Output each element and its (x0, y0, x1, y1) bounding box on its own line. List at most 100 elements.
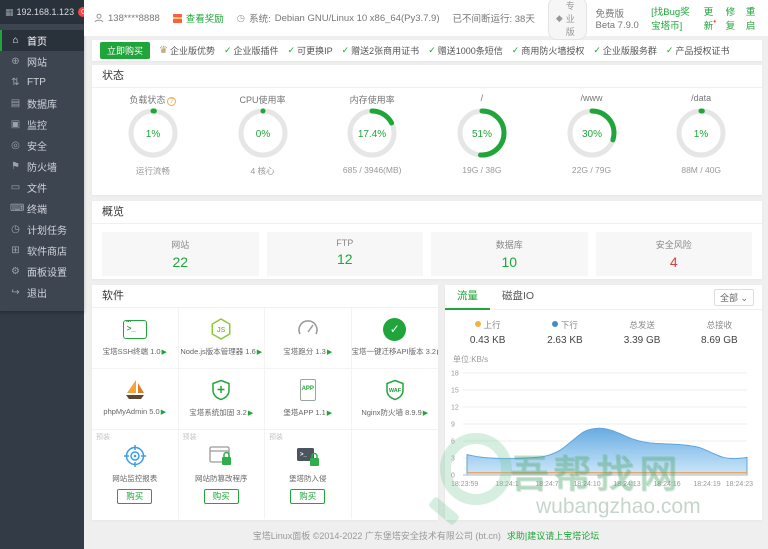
sidebar-item-appstore[interactable]: ⊞ 软件商店 (11, 245, 67, 258)
svg-text:0: 0 (451, 473, 455, 480)
app-ssh-terminal[interactable]: >_ 宝塔SSH终端 1.0▶ (92, 308, 179, 369)
app-migration[interactable]: ✓ 宝塔一键迁移API版本 3.2▶ (351, 308, 438, 369)
sidebar-header: ▦ 192.168.1.123 0 (0, 0, 89, 24)
interface-filter-select[interactable]: 全部 ⌄ (713, 288, 754, 306)
promo-feature: ✓ 可更换IP (287, 45, 333, 56)
nodejs-icon: JS (211, 318, 231, 340)
clock-icon: ◷ (11, 224, 20, 235)
promo-feature: ✓ 企业版插件 (224, 45, 279, 56)
stat-downstream: 下行 2.63 KB (547, 320, 583, 346)
enterprise-title: ♛ 企业版优势 (159, 45, 215, 56)
sidebar-item-monitor[interactable]: ▣ 监控 (10, 119, 47, 132)
promo-bar: 立即购买 ♛ 企业版优势 ✓ 企业版插件 ✓ 可更换IP ✓ 赠送2张商用证书 ✓ 赠送1… (92, 40, 762, 61)
shield-plus-icon (212, 379, 230, 401)
svg-text:3: 3 (451, 456, 455, 463)
running-indicator: ▶ (160, 409, 167, 416)
database-icon: ▤ (10, 98, 21, 109)
running-indicator: ▶ (161, 349, 167, 356)
reward-link[interactable]: 查看奖励 (172, 11, 224, 25)
svg-text:>_: >_ (300, 452, 308, 458)
sidebar: ▦ 192.168.1.123 0 ⌂首页 ⊕网站 ⇅FTP ▤数据库 ▣监控 … (0, 0, 89, 549)
monitor-icon: ▣ (10, 119, 21, 130)
logout-icon: ↪ (11, 287, 20, 298)
sidebar-item-database[interactable]: ▤ 数据库 (10, 98, 57, 111)
svg-text:18:24:10: 18:24:10 (573, 481, 600, 488)
sidebar-menu: ⌂ 首页 ⊕ 网站 ⇅ FTP ▤ 数据库 ▣ 监控 ◎ 安全 ⚑ 防火墙 ▭ 文件 ⌨ 终端 ◷… (0, 24, 84, 311)
overview-card: 概览 网站 22 FTP 12 数据库 10 安全风险 4 (92, 201, 762, 279)
gauge-load: 负载状态? 1% 运行流畅 (98, 93, 208, 177)
svg-text:1%: 1% (694, 129, 709, 140)
traffic-chart: 0 3 6 9 12 15 18 18:23:59 18:24:1 18:24:7 18:24:10… (451, 371, 753, 489)
sidebar-item-firewall[interactable]: ⚑ 防火墙 (11, 161, 57, 174)
sidebar-item-logout[interactable]: ↪ 退出 (11, 287, 47, 300)
gauge-disk-data: /data 1% 88M / 40G (646, 93, 756, 177)
downstream-dot (551, 321, 558, 327)
diamond-icon: ◆ (555, 12, 563, 23)
buy-now-button[interactable]: 立即购买 (100, 42, 151, 59)
app-system-hardening[interactable]: 宝塔系统加固 3.2▶ (178, 369, 265, 430)
sidebar-item-cron[interactable]: ◷ 计划任务 (11, 224, 67, 237)
sidebar-item-files[interactable]: ▭ 文件 (10, 182, 47, 195)
svg-text:17.4%: 17.4% (358, 129, 386, 140)
sidebar-item-settings[interactable]: ⚙ 面板设置 (11, 266, 67, 279)
promo-feature: ✓ 商用防火墙授权 (511, 45, 585, 56)
sidebar-item-ftp[interactable]: ⇅ FTP (11, 77, 46, 88)
tab-traffic[interactable]: 流量 (445, 285, 490, 310)
app-site-monitor-report[interactable]: 预装 网站监控报表 购买 (92, 430, 179, 519)
empty-cell (352, 430, 439, 519)
waf-shield-icon: WAF (386, 379, 404, 401)
buy-button[interactable]: 购买 (203, 489, 239, 504)
restart-link[interactable]: 重启 (745, 7, 756, 32)
sidebar-item-security[interactable]: ◎ 安全 (11, 140, 47, 153)
overview-security-risk[interactable]: 安全风险 4 (595, 232, 752, 276)
bug-bounty-link[interactable]: [找Bug奖宝塔币] (651, 7, 690, 32)
sidebar-item-sites[interactable]: ⊕ 网站 (11, 56, 47, 69)
gear-icon: ⚙ (11, 266, 20, 277)
app-benchmark[interactable]: 宝塔跑分 1.3▶ (265, 308, 352, 369)
tab-diskio[interactable]: 磁盘IO (502, 289, 535, 302)
system-info: ◷ 系统: Debian GNU/Linux 10 x86_64(Py3.7.9… (236, 12, 440, 26)
home-icon: ⌂ (12, 35, 19, 46)
sidebar-item-home[interactable]: ⌂ 首页 (0, 30, 84, 51)
buy-button[interactable]: 购买 (117, 489, 153, 504)
running-indicator: ▶ (422, 410, 429, 417)
promo-feature: ✓ 产品授权证书 (665, 45, 730, 56)
pro-badge[interactable]: ◆ 专业版 (547, 0, 588, 40)
svg-text:18:24:13: 18:24:13 (613, 481, 640, 488)
repair-link[interactable]: 修复 (725, 7, 736, 32)
gauge-cpu: CPU使用率 0% 4 核心 (238, 95, 287, 176)
overview-sites[interactable]: 网站 22 (102, 232, 259, 276)
uptime-text: 已不间断运行: 38天 (452, 14, 535, 25)
window-lock-icon (209, 446, 232, 465)
app-phpmyadmin[interactable]: phpMyAdmin 5.0▶ (92, 369, 179, 430)
status-title: 状态 (92, 65, 762, 88)
forum-link[interactable]: 求助|建议请上宝塔论坛 (506, 531, 600, 541)
server-ip: 192.168.1.123 (16, 7, 75, 17)
overview-ftp[interactable]: FTP 12 (266, 232, 423, 276)
account-phone[interactable]: 138****8888 (94, 13, 160, 24)
app-nginx-waf[interactable]: WAF Nginx防火墙 8.9.9▶ (351, 369, 438, 430)
buy-button[interactable]: 购买 (290, 489, 326, 504)
check-icon: ✓ (428, 45, 436, 55)
app-nodejs[interactable]: JS Node.js版本管理器 1.6▶ (178, 308, 265, 369)
stat-upstream: 上行 0.43 KB (469, 320, 506, 346)
app-intrusion-prevention[interactable]: 预装 >_ 堡塔防入侵 购买 (265, 430, 352, 519)
software-card: 软件 >_ 宝塔SSH终端 1.0▶ JS Node.js版本管理器 1.6▶ … (92, 285, 438, 520)
svg-text:18: 18 (451, 371, 459, 378)
update-link[interactable]: 更新• (703, 7, 717, 32)
app-tamper-proof[interactable]: 预装 网站防篡改程序 购买 (179, 430, 265, 519)
user-icon (94, 13, 104, 23)
sidebar-item-terminal[interactable]: ⌨ 终端 (10, 203, 47, 216)
help-icon[interactable]: ? (167, 97, 177, 106)
svg-text:18:23:59: 18:23:59 (451, 481, 478, 488)
traffic-tabs: 流量 磁盘IO 全部 ⌄ (445, 285, 762, 310)
svg-text:6: 6 (451, 439, 455, 446)
svg-text:JS: JS (217, 327, 226, 334)
gauge-disk-root: / 51% 19G / 38G (427, 93, 537, 177)
app-bt-app[interactable]: APP 堡塔APP 1.1▶ (265, 369, 352, 430)
svg-text:18:24:7: 18:24:7 (535, 481, 558, 488)
overview-database[interactable]: 数据库 10 (431, 232, 588, 276)
version-text: 免费版 Beta 7.9.0 (595, 8, 639, 31)
message-count-badge[interactable]: 0 (78, 7, 89, 17)
terminal-lock-icon: >_ (296, 448, 319, 466)
